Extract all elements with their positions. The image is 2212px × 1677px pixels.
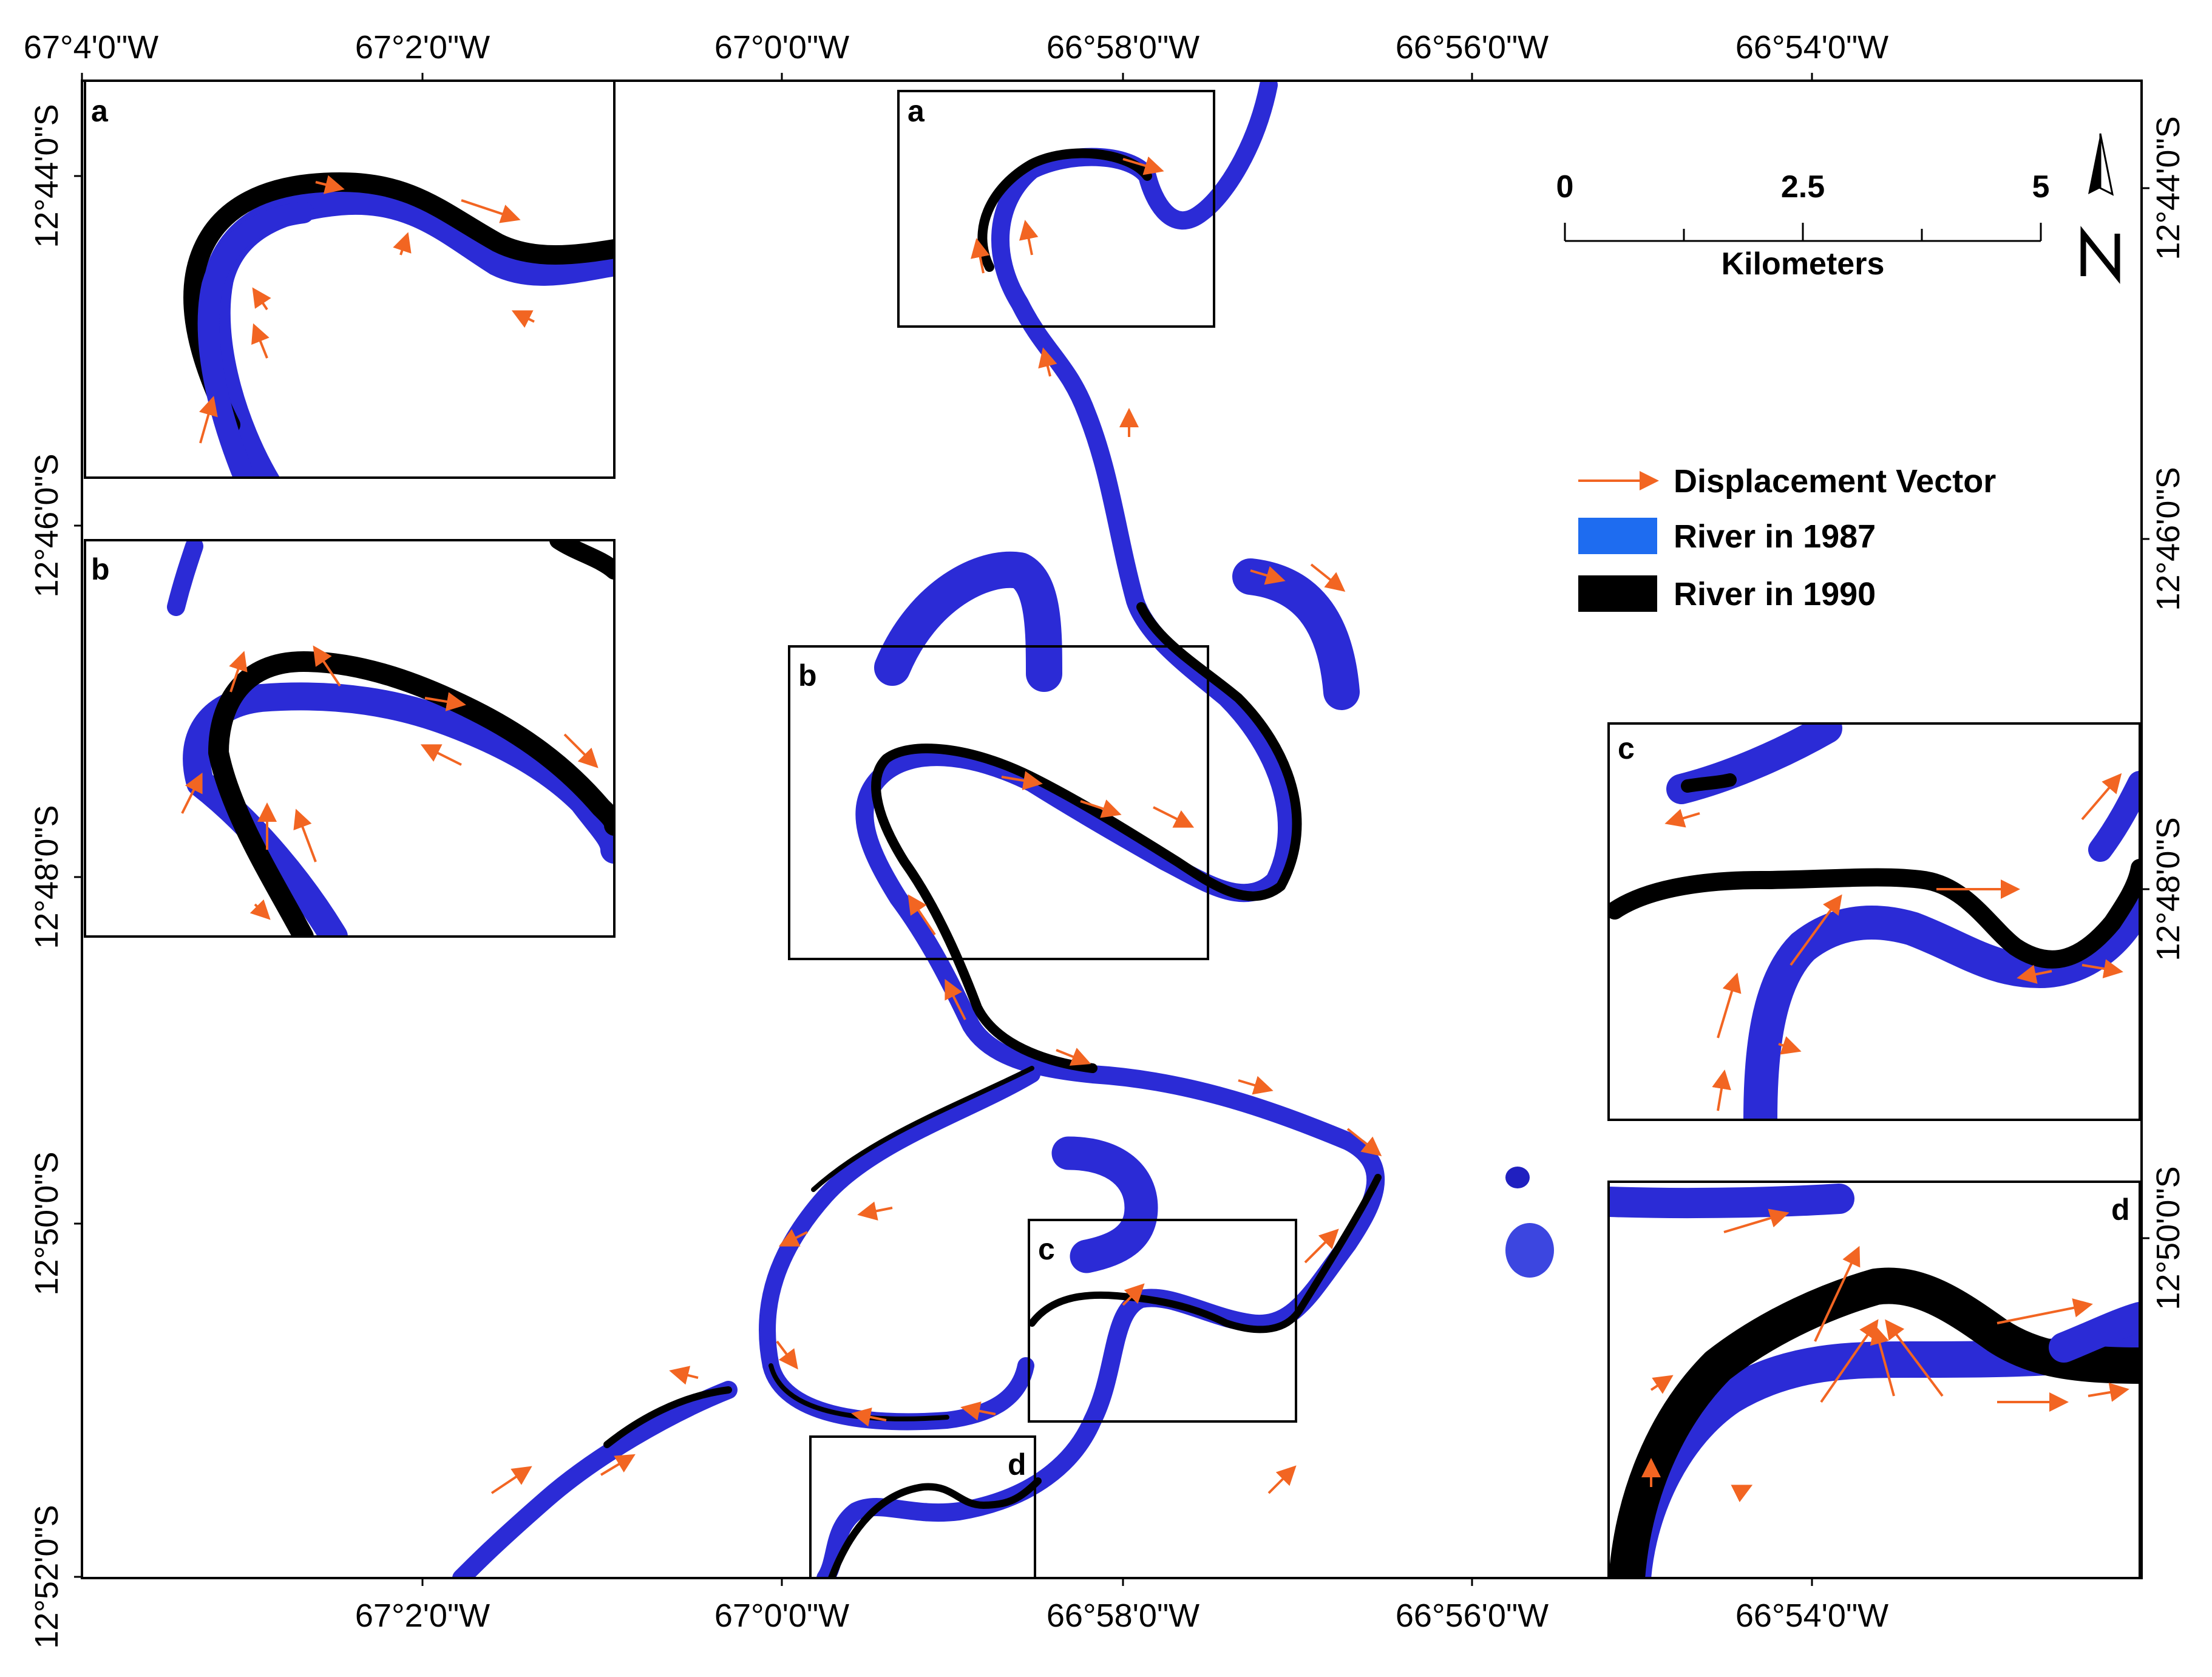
- left-tick-label: 12°50'0"S: [29, 1151, 65, 1295]
- river-1990-c: [1028, 1174, 1382, 1333]
- right-axis: 12°44'0"S 12°46'0"S 12°48'0"S 12°50'0"S: [2142, 116, 2187, 1310]
- legend-1990-swatch: [1578, 575, 1657, 612]
- top-tick-label: 66°56'0"W: [1396, 29, 1549, 66]
- river-1990-sw: [603, 1386, 732, 1448]
- bottom-tick-label: 67°0'0"W: [714, 1597, 849, 1634]
- river-1990-oxbow: [768, 1066, 1034, 1421]
- right-tick-label: 12°50'0"S: [2150, 1166, 2187, 1310]
- legend-1990-label: River in 1990: [1674, 576, 1876, 612]
- inset-b-frame: [84, 539, 616, 938]
- north-arrow-icon: [2080, 133, 2120, 284]
- inset-d-content: [1609, 1184, 2140, 1578]
- left-tick-label: 12°44'0"S: [29, 104, 65, 248]
- top-tick-label: 66°54'0"W: [1735, 29, 1888, 66]
- bottom-tick-label: 66°58'0"W: [1047, 1597, 1199, 1634]
- right-tick-label: 12°48'0"S: [2150, 817, 2187, 961]
- scale-bar: 0 2.5 5 Kilometers: [1556, 169, 2050, 282]
- box-a-label: a: [908, 94, 925, 128]
- main-displacement-vectors: [490, 156, 1382, 1494]
- river-1987-oxbow: [759, 1066, 1040, 1431]
- scale-unit: Kilometers: [1722, 246, 1885, 282]
- bottom-axis: 67°2'0"W 67°0'0"W 66°58'0"W 66°56'0"W 66…: [355, 1578, 1888, 1634]
- top-tick-label: 67°4'0"W: [24, 29, 158, 66]
- pond-1987: [1505, 1223, 1554, 1278]
- inset-c-label: c: [1618, 731, 1635, 765]
- right-tick-label: 12°46'0"S: [2150, 467, 2187, 611]
- top-axis: 67°4'0"W 67°2'0"W 67°0'0"W 66°58'0"W 66°…: [24, 29, 1888, 81]
- box-c-label: c: [1038, 1232, 1055, 1266]
- river-1987-lake-c: [1051, 1136, 1158, 1273]
- scale-label-0: 0: [1556, 169, 1574, 205]
- river-1990-d: [828, 1477, 1042, 1578]
- study-box-a: [897, 90, 1215, 328]
- bottom-tick-label: 66°54'0"W: [1735, 1597, 1888, 1634]
- inset-d-label: d: [2111, 1193, 2130, 1227]
- study-box-c: [1028, 1219, 1297, 1423]
- river-1987-lake-west: [874, 551, 1062, 692]
- bottom-tick-label: 66°56'0"W: [1396, 1597, 1549, 1634]
- right-tick-label: 12°44'0"S: [2150, 116, 2187, 260]
- scale-label-mid: 2.5: [1781, 169, 1825, 205]
- study-box-b: [788, 645, 1209, 960]
- left-axis: 12°44'0"S 12°46'0"S 12°48'0"S 12°50'0"S …: [29, 104, 82, 1649]
- top-tick-label: 67°0'0"W: [714, 29, 849, 66]
- inset-b-content: [167, 540, 614, 937]
- legend: Displacement Vector River in 1987 River …: [1578, 463, 1996, 612]
- inset-b-label: b: [91, 552, 110, 586]
- bottom-tick-label: 67°2'0"W: [355, 1597, 490, 1634]
- box-b-label: b: [798, 659, 817, 693]
- left-tick-label: 12°48'0"S: [29, 805, 65, 949]
- box-d-label: d: [1008, 1448, 1026, 1482]
- inset-d-frame: [1607, 1181, 2141, 1579]
- main-map-rivers: [452, 81, 1554, 1578]
- pond-1987-small: [1505, 1167, 1530, 1188]
- left-tick-label: 12°52'0"S: [29, 1505, 65, 1648]
- top-tick-label: 66°58'0"W: [1047, 29, 1199, 66]
- river-1987-sw: [452, 1381, 738, 1578]
- legend-vector-label: Displacement Vector: [1674, 463, 1996, 500]
- scale-label-max: 5: [2032, 169, 2050, 205]
- inset-c-frame: [1607, 722, 2141, 1121]
- inset-a-label: a: [91, 94, 109, 128]
- map-frame: [81, 80, 2143, 1579]
- legend-1987-swatch: [1578, 518, 1657, 554]
- legend-1987-label: River in 1987: [1674, 518, 1876, 555]
- inset-a-content: [183, 172, 614, 478]
- top-tick-label: 67°2'0"W: [355, 29, 490, 66]
- inset-c-content: [1609, 723, 2140, 1120]
- left-tick-label: 12°46'0"S: [29, 453, 65, 597]
- inset-a-frame: [84, 80, 616, 479]
- river-1987-lake-east: [1232, 558, 1360, 710]
- study-box-d: [809, 1435, 1036, 1579]
